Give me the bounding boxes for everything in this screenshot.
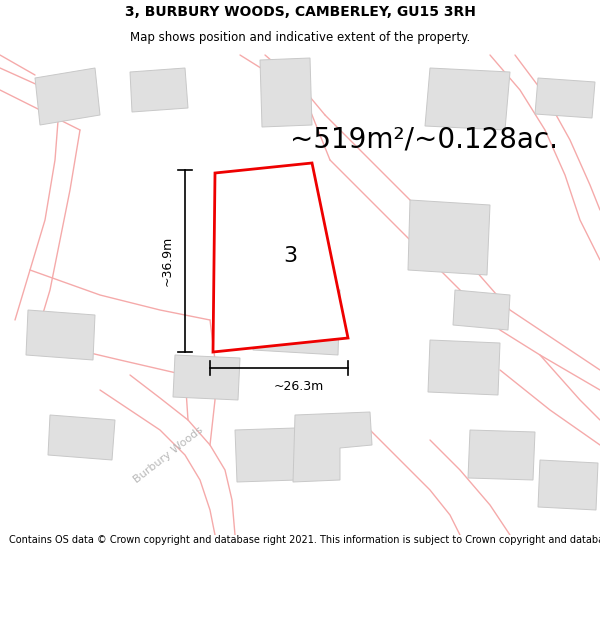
Polygon shape [213,163,348,352]
Text: Burbury Woods: Burbury Woods [131,425,205,485]
Text: Map shows position and indicative extent of the property.: Map shows position and indicative extent… [130,31,470,44]
Text: Contains OS data © Crown copyright and database right 2021. This information is : Contains OS data © Crown copyright and d… [9,535,600,545]
Polygon shape [253,285,340,355]
Polygon shape [130,68,188,112]
Polygon shape [538,460,598,510]
Polygon shape [293,412,372,482]
Polygon shape [235,428,297,482]
Polygon shape [468,430,535,480]
Text: ~26.3m: ~26.3m [274,379,324,392]
Polygon shape [173,355,240,400]
Polygon shape [48,415,115,460]
Polygon shape [425,68,510,130]
Polygon shape [453,290,510,330]
Polygon shape [35,68,100,125]
Text: ~36.9m: ~36.9m [161,236,173,286]
Polygon shape [535,78,595,118]
Text: 3, BURBURY WOODS, CAMBERLEY, GU15 3RH: 3, BURBURY WOODS, CAMBERLEY, GU15 3RH [125,6,475,19]
Text: 3: 3 [283,246,297,266]
Polygon shape [260,58,312,127]
Polygon shape [408,200,490,275]
Polygon shape [26,310,95,360]
Polygon shape [428,340,500,395]
Text: ~519m²/~0.128ac.: ~519m²/~0.128ac. [290,126,558,154]
